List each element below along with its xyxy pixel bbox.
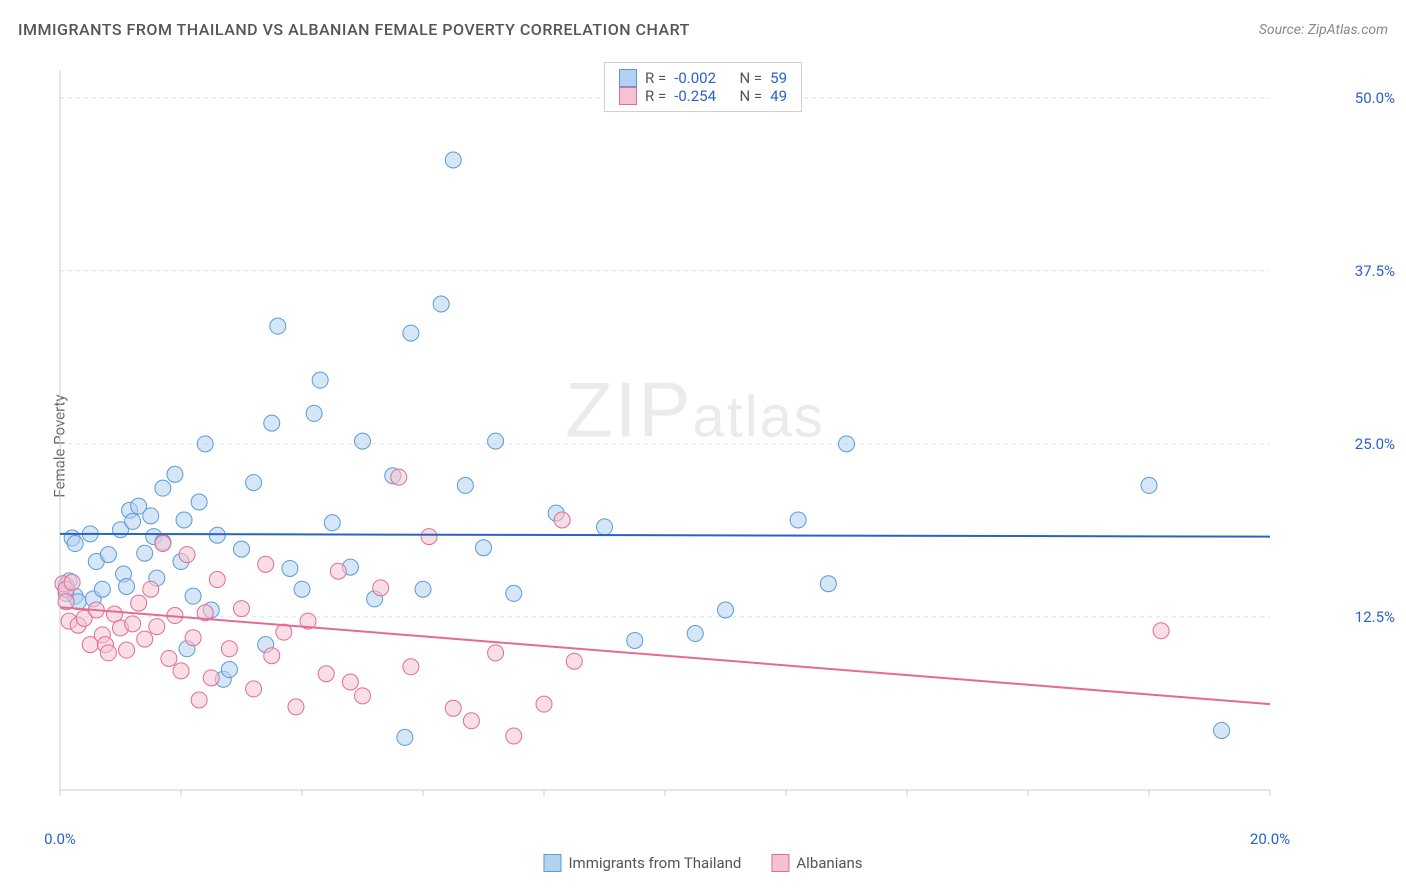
swatch-icon [619,87,637,105]
n-label: N = [739,87,762,105]
y-tick-label: 37.5% [1355,262,1395,280]
r-value: -0.254 [674,87,716,105]
source-credit: Source: ZipAtlas.com [1259,22,1388,38]
y-tick-label: 25.0% [1355,435,1395,453]
series-legend: Immigrants from Thailand Albanians [543,854,862,872]
legend-label: Albanians [796,854,862,872]
x-tick-label: 20.0% [1250,830,1290,848]
swatch-icon [543,854,561,872]
n-value: 49 [770,87,787,105]
y-tick-label: 12.5% [1355,608,1395,626]
r-label: R = [645,69,666,87]
n-label: N = [739,69,762,87]
chart-svg [50,60,1340,820]
x-tick-label: 0.0% [44,830,76,848]
scatter-plot: ZIPatlas 12.5%25.0%37.5%50.0%0.0%20.0% [50,60,1340,820]
r-label: R = [645,87,666,105]
legend-label: Immigrants from Thailand [568,854,741,872]
swatch-icon [771,854,789,872]
legend-item: Albanians [771,854,862,872]
y-tick-label: 50.0% [1355,89,1395,107]
page-title: IMMIGRANTS FROM THAILAND VS ALBANIAN FEM… [18,20,690,39]
legend-row: R = -0.254 N = 49 [619,87,787,105]
correlation-legend: R = -0.002 N = 59 R = -0.254 N = 49 [604,62,802,112]
legend-row: R = -0.002 N = 59 [619,69,787,87]
r-value: -0.002 [674,69,716,87]
legend-item: Immigrants from Thailand [543,854,741,872]
n-value: 59 [770,69,787,87]
swatch-icon [619,69,637,87]
